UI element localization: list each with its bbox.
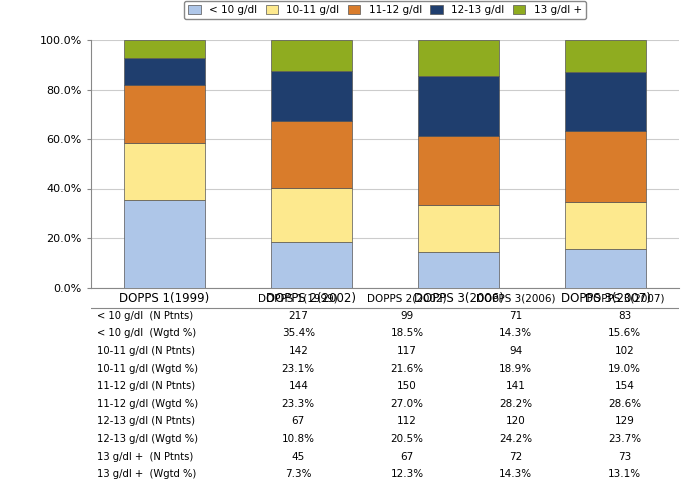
Text: 12.3%: 12.3% bbox=[391, 469, 424, 479]
Bar bbox=[271, 122, 352, 188]
Text: 117: 117 bbox=[397, 346, 417, 356]
Bar bbox=[124, 142, 205, 200]
Bar bbox=[418, 136, 499, 206]
Text: < 10 g/dl  (Wgtd %): < 10 g/dl (Wgtd %) bbox=[97, 328, 196, 338]
Bar bbox=[124, 58, 205, 85]
Bar bbox=[271, 40, 352, 70]
Text: 141: 141 bbox=[506, 381, 526, 391]
Text: 67: 67 bbox=[400, 452, 414, 462]
Text: 150: 150 bbox=[397, 381, 417, 391]
Text: 24.2%: 24.2% bbox=[499, 434, 533, 444]
Text: 120: 120 bbox=[506, 416, 526, 426]
Text: 99: 99 bbox=[400, 310, 414, 320]
Text: 18.9%: 18.9% bbox=[499, 364, 533, 374]
Bar bbox=[124, 40, 205, 58]
Bar bbox=[418, 252, 499, 288]
Text: 12-13 g/dl (Wgtd %): 12-13 g/dl (Wgtd %) bbox=[97, 434, 198, 444]
Text: 19.0%: 19.0% bbox=[608, 364, 641, 374]
Text: 11-12 g/dl (N Ptnts): 11-12 g/dl (N Ptnts) bbox=[97, 381, 195, 391]
Text: 13.1%: 13.1% bbox=[608, 469, 641, 479]
Bar bbox=[271, 188, 352, 242]
Text: 23.3%: 23.3% bbox=[281, 398, 315, 408]
Text: 14.3%: 14.3% bbox=[499, 469, 533, 479]
Text: 7.3%: 7.3% bbox=[285, 469, 312, 479]
Bar bbox=[271, 242, 352, 288]
Text: 154: 154 bbox=[615, 381, 634, 391]
Text: DOPPS 3(2006): DOPPS 3(2006) bbox=[476, 293, 556, 303]
Text: 12-13 g/dl (N Ptnts): 12-13 g/dl (N Ptnts) bbox=[97, 416, 195, 426]
Bar bbox=[418, 76, 499, 136]
Bar bbox=[565, 131, 646, 202]
Text: DOPPS 1(1999): DOPPS 1(1999) bbox=[258, 293, 338, 303]
Text: 13 g/dl +  (N Ptnts): 13 g/dl + (N Ptnts) bbox=[97, 452, 193, 462]
Text: 14.3%: 14.3% bbox=[499, 328, 533, 338]
Text: 13 g/dl +  (Wgtd %): 13 g/dl + (Wgtd %) bbox=[97, 469, 196, 479]
Bar bbox=[124, 85, 205, 142]
Text: 18.5%: 18.5% bbox=[391, 328, 424, 338]
Text: DOPPS 2(2002): DOPPS 2(2002) bbox=[368, 293, 447, 303]
Text: 129: 129 bbox=[615, 416, 634, 426]
Text: 10-11 g/dl (Wgtd %): 10-11 g/dl (Wgtd %) bbox=[97, 364, 198, 374]
Text: 83: 83 bbox=[618, 310, 631, 320]
Text: 144: 144 bbox=[288, 381, 308, 391]
Text: 35.4%: 35.4% bbox=[281, 328, 315, 338]
Text: 67: 67 bbox=[292, 416, 305, 426]
Text: 23.1%: 23.1% bbox=[281, 364, 315, 374]
Text: 72: 72 bbox=[509, 452, 522, 462]
Text: 21.6%: 21.6% bbox=[391, 364, 424, 374]
Bar bbox=[418, 40, 499, 76]
Bar bbox=[565, 249, 646, 288]
Text: 73: 73 bbox=[618, 452, 631, 462]
Text: 94: 94 bbox=[509, 346, 522, 356]
Bar bbox=[418, 206, 499, 252]
Bar bbox=[565, 202, 646, 249]
Text: 15.6%: 15.6% bbox=[608, 328, 641, 338]
Bar bbox=[124, 200, 205, 288]
Bar bbox=[565, 40, 646, 72]
Text: 217: 217 bbox=[288, 310, 308, 320]
Text: 71: 71 bbox=[509, 310, 522, 320]
Bar bbox=[565, 72, 646, 131]
Text: 27.0%: 27.0% bbox=[391, 398, 424, 408]
Text: 23.7%: 23.7% bbox=[608, 434, 641, 444]
Text: 28.2%: 28.2% bbox=[499, 398, 533, 408]
Text: 28.6%: 28.6% bbox=[608, 398, 641, 408]
Text: DOPPS 3(2007): DOPPS 3(2007) bbox=[585, 293, 664, 303]
Text: 102: 102 bbox=[615, 346, 634, 356]
Text: 20.5%: 20.5% bbox=[391, 434, 424, 444]
Bar bbox=[271, 70, 352, 122]
Text: 142: 142 bbox=[288, 346, 308, 356]
Legend: < 10 g/dl, 10-11 g/dl, 11-12 g/dl, 12-13 g/dl, 13 g/dl +: < 10 g/dl, 10-11 g/dl, 11-12 g/dl, 12-13… bbox=[184, 0, 586, 19]
Text: 45: 45 bbox=[292, 452, 305, 462]
Text: 112: 112 bbox=[397, 416, 417, 426]
Text: < 10 g/dl  (N Ptnts): < 10 g/dl (N Ptnts) bbox=[97, 310, 193, 320]
Text: 10-11 g/dl (N Ptnts): 10-11 g/dl (N Ptnts) bbox=[97, 346, 195, 356]
Text: 10.8%: 10.8% bbox=[282, 434, 315, 444]
Text: 11-12 g/dl (Wgtd %): 11-12 g/dl (Wgtd %) bbox=[97, 398, 198, 408]
